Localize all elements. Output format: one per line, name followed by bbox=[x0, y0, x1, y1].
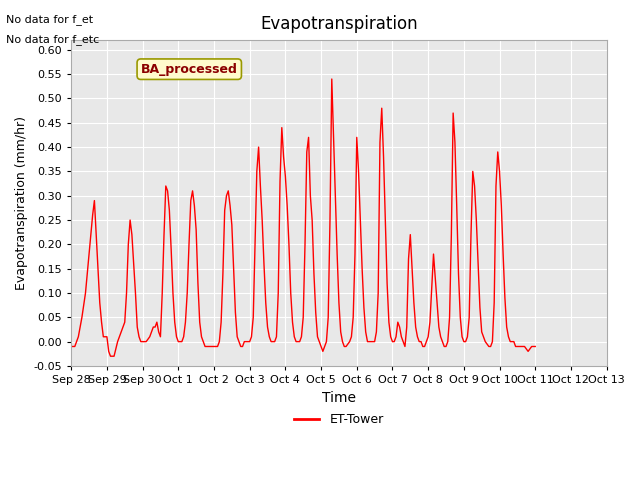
X-axis label: Time: Time bbox=[322, 391, 356, 405]
Y-axis label: Evapotranspiration (mm/hr): Evapotranspiration (mm/hr) bbox=[15, 116, 28, 290]
Text: BA_processed: BA_processed bbox=[141, 63, 237, 76]
Legend: ET-Tower: ET-Tower bbox=[289, 408, 388, 432]
Text: No data for f_etc: No data for f_etc bbox=[6, 34, 100, 45]
Title: Evapotranspiration: Evapotranspiration bbox=[260, 15, 418, 33]
Text: No data for f_et: No data for f_et bbox=[6, 14, 93, 25]
